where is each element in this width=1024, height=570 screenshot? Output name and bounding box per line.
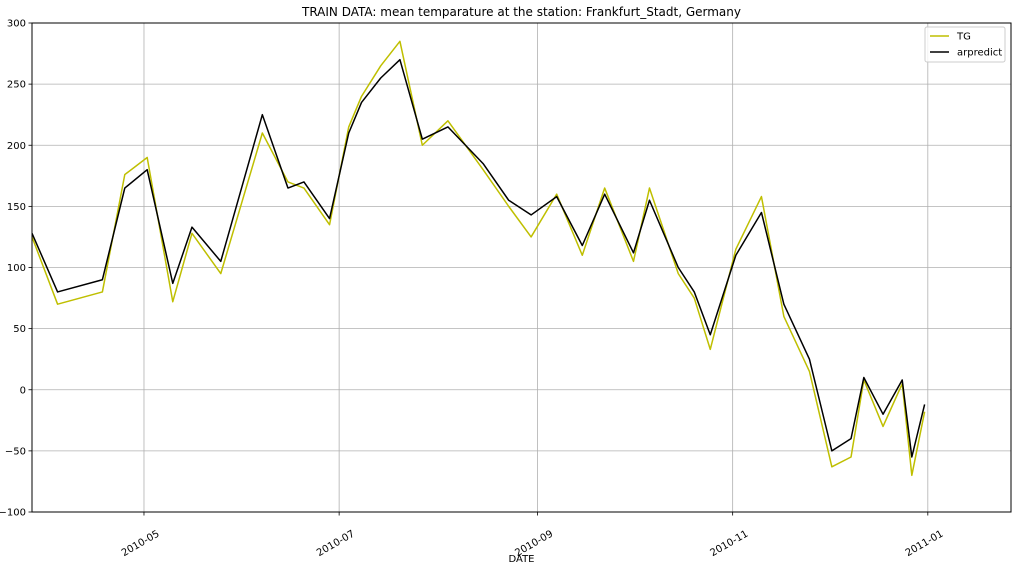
y-tick-label: 150 [7, 202, 26, 213]
y-tick-label: −100 [0, 508, 26, 519]
y-tick-label: 250 [7, 80, 26, 91]
y-tick-label: 0 [20, 385, 26, 396]
y-tick-label: 300 [7, 19, 26, 30]
series-line-tg [32, 40, 926, 477]
x-axis-label: DATE [508, 554, 534, 565]
legend-label: arpredict [957, 48, 1002, 59]
y-tick-label: 100 [7, 263, 26, 274]
y-tick-label: 200 [7, 141, 26, 152]
legend: TG arpredict [924, 26, 1006, 63]
legend-label: TG [956, 32, 971, 43]
series-layer [32, 40, 926, 477]
y-tick-label: 50 [13, 324, 26, 335]
series-line-arpredict [32, 58, 926, 458]
chart-title: TRAIN DATA: mean temparature at the stat… [301, 5, 741, 19]
y-tick-label: −50 [5, 446, 26, 457]
